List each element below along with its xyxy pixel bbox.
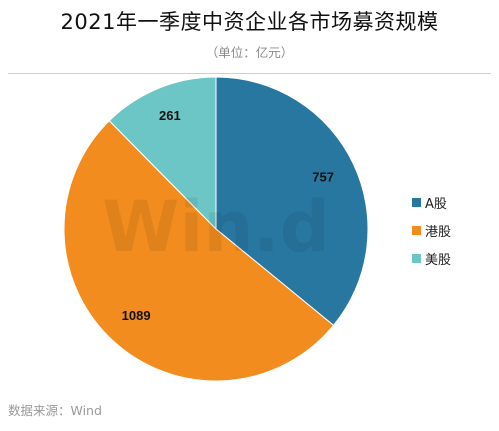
chart-title: 2021年一季度中资企业各市场募资规模 [60,10,439,34]
data-label-1: 757 [312,170,334,185]
pie-slice-2 [63,120,335,382]
pie-data-labels: 757 1089 261 [122,108,334,323]
legend-label-3: 美股 [425,252,452,268]
watermark: Win.d [102,186,330,268]
title-divider [8,73,491,74]
legend-item-3: 美股 [412,244,451,272]
pie-slice-3 [108,76,217,231]
legend-item-1: A股 [412,188,451,216]
chart-subtitle: （单位：亿元） [205,45,294,60]
legend-swatch-3 [412,253,421,263]
legend-swatch-1 [412,197,421,207]
legend: A股港股美股 [412,188,451,272]
legend-swatch-2 [412,225,421,235]
data-label-3: 261 [159,108,181,123]
legend-label-2: 港股 [425,224,452,240]
pie-slices [63,76,369,382]
source-note: 数据来源：Wind [8,403,102,418]
data-label-2: 1089 [122,308,151,323]
legend-item-2: 港股 [412,216,451,244]
pie-slice-1 [215,76,369,327]
legend-label-1: A股 [425,196,447,212]
